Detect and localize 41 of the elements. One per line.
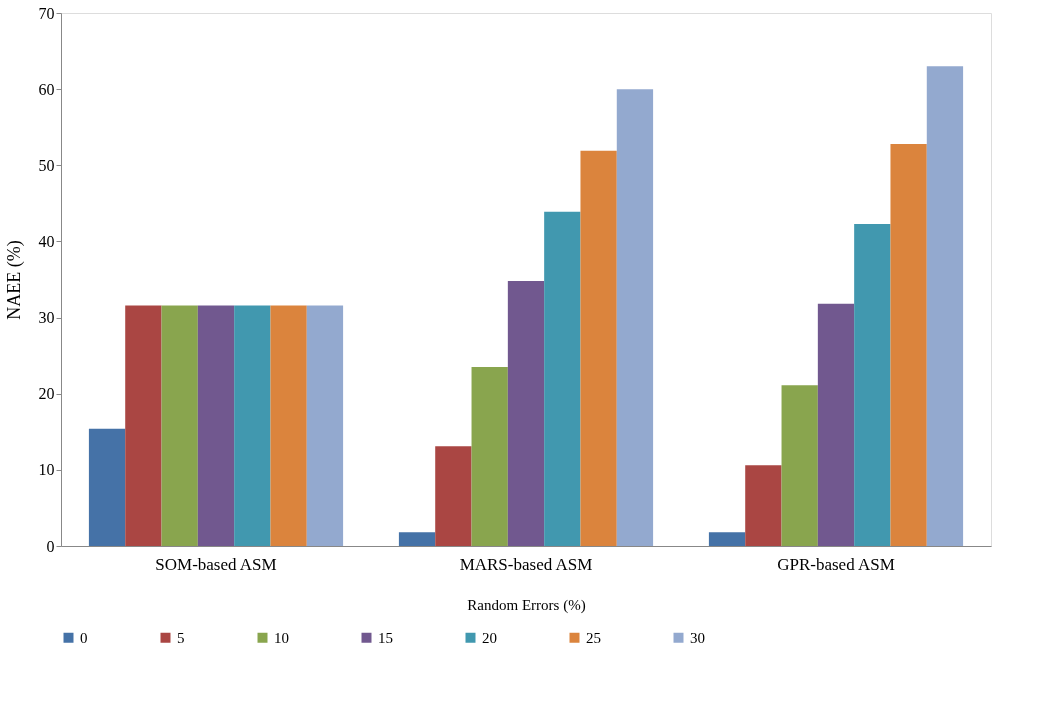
legend-label: 15	[378, 629, 393, 646]
y-tick-label: 0	[46, 537, 55, 555]
bar	[471, 367, 508, 546]
bar	[580, 150, 617, 546]
legend-label: 30	[690, 629, 705, 646]
legend-label: 5	[177, 629, 185, 646]
bar	[435, 446, 472, 546]
bar	[270, 305, 307, 546]
bar	[161, 305, 198, 546]
legend-label: 25	[586, 629, 601, 646]
bar	[817, 303, 855, 546]
bar	[197, 305, 235, 546]
bar	[745, 465, 782, 546]
bar	[507, 281, 545, 546]
y-tick-label: 20	[38, 385, 55, 403]
legend-label: 0	[80, 629, 88, 646]
bar	[306, 305, 344, 546]
x-tick-label: GPR-based ASM	[777, 554, 895, 574]
x-axis-title: Random Errors (%)	[467, 596, 586, 614]
x-tick-label: SOM-based ASM	[155, 554, 277, 574]
bar	[125, 305, 162, 546]
bar	[544, 211, 581, 546]
y-tick-label: 10	[38, 461, 55, 479]
x-tick-label: MARS-based ASM	[459, 554, 593, 574]
bar	[890, 143, 927, 546]
y-tick-label: 70	[38, 4, 55, 22]
bar	[854, 223, 891, 546]
y-tick-label: 60	[38, 80, 55, 98]
bar	[926, 66, 964, 546]
bar	[781, 385, 818, 546]
bar	[398, 532, 436, 546]
legend-label: 10	[274, 629, 289, 646]
legend-label: 20	[482, 629, 497, 646]
bar	[616, 89, 654, 546]
y-tick-label: 50	[38, 156, 55, 174]
bar	[234, 305, 271, 546]
bar	[708, 532, 746, 546]
y-tick-label: 40	[38, 232, 55, 250]
y-axis-title: NAEE (%)	[3, 240, 25, 320]
y-tick-label: 30	[38, 309, 55, 327]
bar	[88, 428, 126, 546]
